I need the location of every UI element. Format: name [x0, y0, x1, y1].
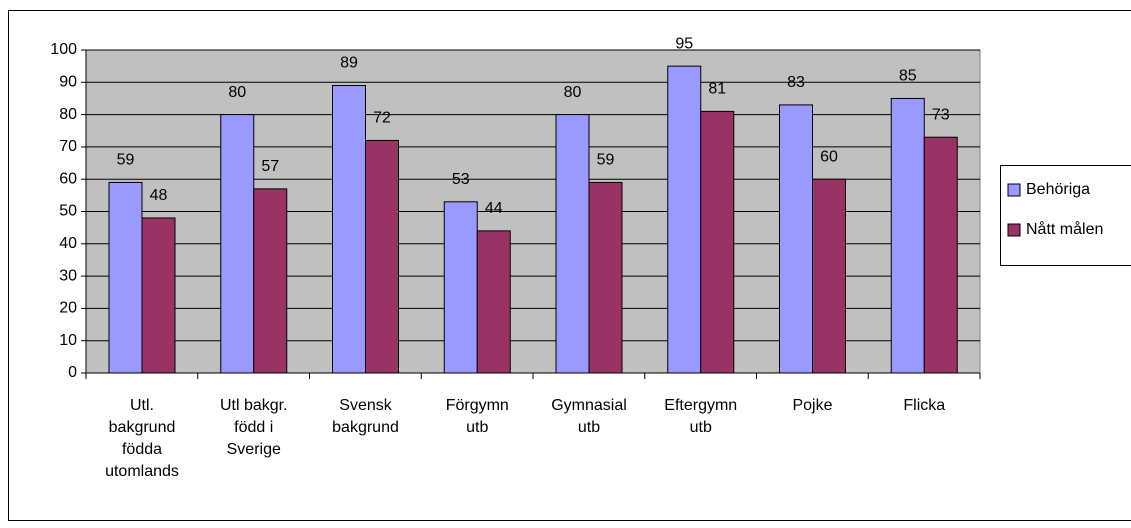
x-tick-label: Gymnasial utb: [551, 397, 627, 436]
bar: [220, 114, 255, 374]
value-label: 60: [820, 148, 838, 165]
value-label: 80: [564, 84, 582, 101]
y-tick-label: 80: [59, 106, 77, 123]
bar: [253, 188, 288, 374]
bar: [332, 85, 366, 374]
legend-label: Nått målen: [1026, 220, 1103, 238]
value-label: 80: [228, 84, 246, 101]
x-tick-label: Pojke: [792, 397, 833, 414]
bar: [108, 181, 143, 374]
x-tick-label: Utl bakgr. född i Sverige: [219, 397, 288, 458]
legend-label: Behöriga: [1026, 181, 1090, 198]
bar: [476, 230, 511, 374]
y-tick-label: 100: [50, 41, 77, 58]
bar: [812, 178, 846, 374]
x-tick-label: Utl. bakgrund födda utomlands: [105, 397, 179, 480]
bar: [890, 97, 925, 374]
y-tick-label: 60: [59, 170, 77, 187]
y-tick-label: 20: [59, 300, 77, 317]
bar: [365, 139, 399, 374]
value-label: 73: [932, 106, 950, 123]
legend-box: [1000, 165, 1131, 266]
value-label: 89: [340, 55, 358, 72]
legend-swatch: [1007, 223, 1021, 237]
value-label: 57: [261, 158, 279, 175]
value-label: 95: [675, 35, 693, 52]
x-tick-label: Eftergymn utb: [664, 397, 738, 436]
bar: [141, 217, 176, 374]
value-label: 53: [452, 171, 470, 188]
bar: [555, 114, 590, 374]
value-label: 72: [373, 110, 391, 127]
bar: [923, 136, 958, 374]
x-tick-label: Förgymn utb: [445, 397, 509, 436]
y-tick-label: 10: [59, 332, 77, 349]
bar: [779, 104, 813, 374]
x-tick-label: Flicka: [903, 397, 946, 414]
value-label: 44: [485, 200, 503, 217]
bar: [443, 201, 478, 374]
value-label: 81: [708, 81, 726, 98]
x-tick-label: Svensk bakgrund: [332, 397, 399, 436]
y-tick-label: 90: [59, 74, 77, 91]
bar: [667, 65, 702, 374]
y-tick-label: 40: [59, 235, 77, 252]
value-label: 85: [899, 68, 917, 85]
y-tick-label: 0: [68, 364, 77, 381]
value-label: 48: [150, 187, 168, 204]
y-tick-label: 70: [59, 138, 77, 155]
y-tick-label: 30: [59, 267, 77, 284]
value-label: 59: [597, 152, 615, 169]
bar: [588, 181, 623, 374]
legend-swatch: [1007, 183, 1021, 197]
y-tick-label: 50: [59, 203, 77, 220]
value-label: 83: [787, 74, 805, 91]
value-label: 59: [117, 152, 135, 169]
bar: [700, 110, 735, 374]
